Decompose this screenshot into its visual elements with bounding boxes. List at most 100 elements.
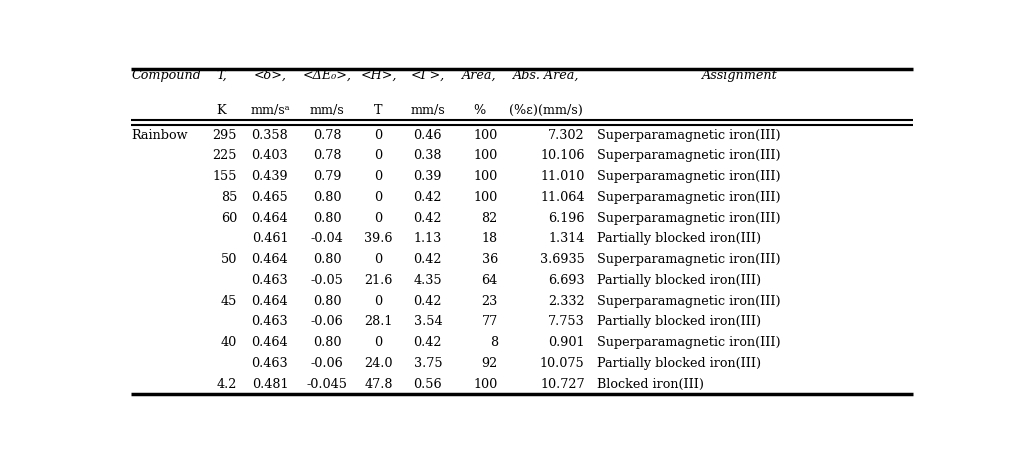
Text: <δ>,: <δ>, xyxy=(254,69,286,82)
Text: 4.2: 4.2 xyxy=(217,378,237,390)
Text: (%ε)(mm/s): (%ε)(mm/s) xyxy=(510,104,583,117)
Text: 2.332: 2.332 xyxy=(548,294,585,308)
Text: 0.80: 0.80 xyxy=(313,253,341,266)
Text: 0.463: 0.463 xyxy=(252,274,288,287)
Text: 0.465: 0.465 xyxy=(252,191,288,204)
Text: Superparamagnetic iron(III): Superparamagnetic iron(III) xyxy=(597,191,781,204)
Text: Superparamagnetic iron(III): Superparamagnetic iron(III) xyxy=(597,149,781,162)
Text: 64: 64 xyxy=(482,274,497,287)
Text: 82: 82 xyxy=(482,212,497,225)
Text: %: % xyxy=(473,104,485,117)
Text: 6.693: 6.693 xyxy=(548,274,585,287)
Text: 100: 100 xyxy=(474,170,497,183)
Text: 0.463: 0.463 xyxy=(252,315,288,329)
Text: 18: 18 xyxy=(482,233,497,245)
Text: Compound: Compound xyxy=(131,69,201,82)
Text: mm/s: mm/s xyxy=(411,104,445,117)
Text: 3.54: 3.54 xyxy=(414,315,442,329)
Text: 100: 100 xyxy=(474,149,497,162)
Text: 295: 295 xyxy=(213,129,237,142)
Text: 21.6: 21.6 xyxy=(365,274,392,287)
Text: Superparamagnetic iron(III): Superparamagnetic iron(III) xyxy=(597,253,781,266)
Text: 0: 0 xyxy=(374,149,382,162)
Text: mm/sᵃ: mm/sᵃ xyxy=(250,104,289,117)
Text: 0: 0 xyxy=(374,253,382,266)
Text: 45: 45 xyxy=(221,294,237,308)
Text: 3.6935: 3.6935 xyxy=(540,253,585,266)
Text: 10.075: 10.075 xyxy=(540,357,585,370)
Text: 3.75: 3.75 xyxy=(414,357,442,370)
Text: -0.045: -0.045 xyxy=(307,378,347,390)
Text: Rainbow: Rainbow xyxy=(131,129,187,142)
Text: 40: 40 xyxy=(221,336,237,349)
Text: 8: 8 xyxy=(490,336,497,349)
Text: 0.79: 0.79 xyxy=(313,170,341,183)
Text: 4.35: 4.35 xyxy=(414,274,442,287)
Text: -0.05: -0.05 xyxy=(311,274,343,287)
Text: 50: 50 xyxy=(221,253,237,266)
Text: 100: 100 xyxy=(474,378,497,390)
Text: 1.314: 1.314 xyxy=(548,233,585,245)
Text: 0.403: 0.403 xyxy=(252,149,288,162)
Text: 0.461: 0.461 xyxy=(252,233,288,245)
Text: 47.8: 47.8 xyxy=(364,378,392,390)
Text: 0.463: 0.463 xyxy=(252,357,288,370)
Text: 10.727: 10.727 xyxy=(540,378,585,390)
Text: 0.38: 0.38 xyxy=(414,149,442,162)
Text: 11.064: 11.064 xyxy=(540,191,585,204)
Text: 0: 0 xyxy=(374,294,382,308)
Text: 0.358: 0.358 xyxy=(252,129,288,142)
Text: 7.302: 7.302 xyxy=(548,129,585,142)
Text: 60: 60 xyxy=(221,212,237,225)
Text: Partially blocked iron(III): Partially blocked iron(III) xyxy=(597,315,761,329)
Text: <ΔE₀>,: <ΔE₀>, xyxy=(303,69,352,82)
Text: 0.80: 0.80 xyxy=(313,294,341,308)
Text: 0.439: 0.439 xyxy=(252,170,288,183)
Text: 0: 0 xyxy=(374,191,382,204)
Text: 0.42: 0.42 xyxy=(414,294,442,308)
Text: 0.80: 0.80 xyxy=(313,191,341,204)
Text: 0.78: 0.78 xyxy=(313,149,341,162)
Text: 92: 92 xyxy=(482,357,497,370)
Text: 0.42: 0.42 xyxy=(414,336,442,349)
Text: <H>,: <H>, xyxy=(361,69,396,82)
Text: Partially blocked iron(III): Partially blocked iron(III) xyxy=(597,233,761,245)
Text: 39.6: 39.6 xyxy=(364,233,392,245)
Text: -0.06: -0.06 xyxy=(311,315,343,329)
Text: 1.13: 1.13 xyxy=(414,233,442,245)
Text: 0: 0 xyxy=(374,212,382,225)
Text: 24.0: 24.0 xyxy=(364,357,392,370)
Text: 23: 23 xyxy=(482,294,497,308)
Text: Abs. Area,: Abs. Area, xyxy=(514,69,580,82)
Text: T: T xyxy=(374,104,383,117)
Text: 85: 85 xyxy=(221,191,237,204)
Text: -0.04: -0.04 xyxy=(311,233,343,245)
Text: Blocked iron(III): Blocked iron(III) xyxy=(597,378,704,390)
Text: 0.464: 0.464 xyxy=(252,253,288,266)
Text: 0.46: 0.46 xyxy=(414,129,442,142)
Text: 0.464: 0.464 xyxy=(252,212,288,225)
Text: 0.39: 0.39 xyxy=(414,170,442,183)
Text: Superparamagnetic iron(III): Superparamagnetic iron(III) xyxy=(597,336,781,349)
Text: 7.753: 7.753 xyxy=(548,315,585,329)
Text: 0: 0 xyxy=(374,129,382,142)
Text: K: K xyxy=(217,104,226,117)
Text: 0: 0 xyxy=(374,170,382,183)
Text: 0.464: 0.464 xyxy=(252,294,288,308)
Text: 0.80: 0.80 xyxy=(313,336,341,349)
Text: Partially blocked iron(III): Partially blocked iron(III) xyxy=(597,274,761,287)
Text: Superparamagnetic iron(III): Superparamagnetic iron(III) xyxy=(597,129,781,142)
Text: 0.481: 0.481 xyxy=(252,378,288,390)
Text: 77: 77 xyxy=(482,315,497,329)
Text: 36: 36 xyxy=(482,253,497,266)
Text: 0.42: 0.42 xyxy=(414,253,442,266)
Text: 10.106: 10.106 xyxy=(540,149,585,162)
Text: 155: 155 xyxy=(213,170,237,183)
Text: 0.56: 0.56 xyxy=(414,378,442,390)
Text: 100: 100 xyxy=(474,129,497,142)
Text: <Γ>,: <Γ>, xyxy=(411,69,445,82)
Text: 6.196: 6.196 xyxy=(548,212,585,225)
Text: mm/s: mm/s xyxy=(310,104,344,117)
Text: 0.901: 0.901 xyxy=(548,336,585,349)
Text: -0.06: -0.06 xyxy=(311,357,343,370)
